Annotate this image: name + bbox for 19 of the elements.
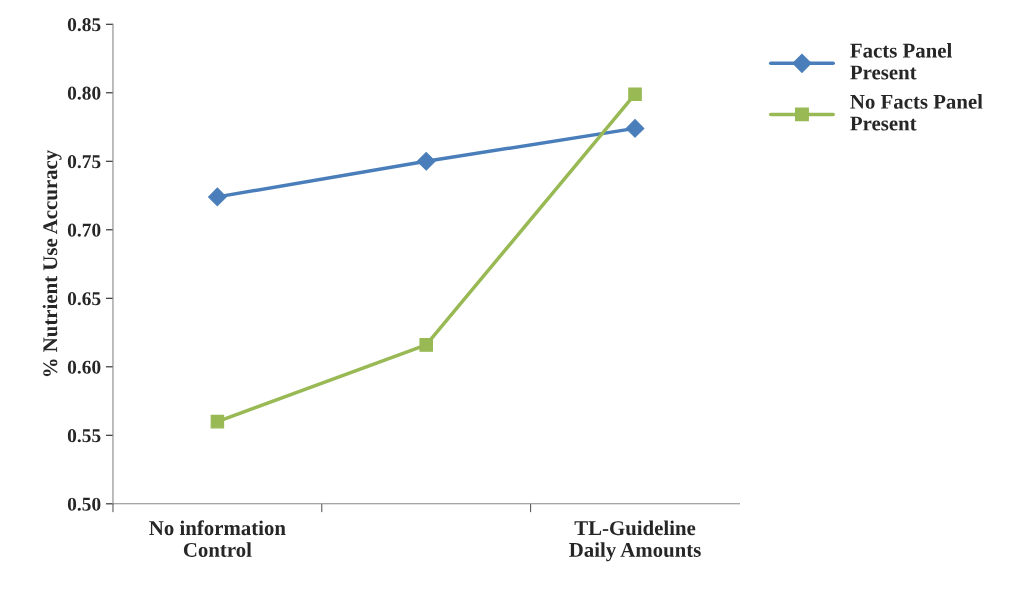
y-tick-label: 0.70	[67, 223, 101, 237]
point	[625, 119, 645, 138]
point	[208, 187, 227, 207]
x-tick-label: TL-Guideline Daily Amounts	[569, 520, 701, 562]
point	[416, 151, 436, 171]
y-tick-label: 0.50	[67, 497, 101, 511]
y-tick-label: 0.60	[67, 360, 101, 374]
y-axis-title: % Nutrient Use Accuracy	[42, 149, 62, 377]
legend-label: No Facts Panel Present	[850, 94, 983, 131]
point	[628, 87, 642, 101]
y-tick-label: 0.65	[67, 292, 101, 306]
x-tick-label: No information Control	[149, 520, 286, 557]
y-tick-label: 0.85	[67, 18, 101, 32]
y-tick-label: 0.55	[67, 429, 101, 443]
legend-label: Facts Panel Present	[850, 43, 952, 80]
y-tick-label: 0.75	[67, 155, 101, 169]
point	[419, 338, 433, 352]
y-tick-label: 0.80	[67, 86, 101, 100]
point	[210, 414, 225, 429]
